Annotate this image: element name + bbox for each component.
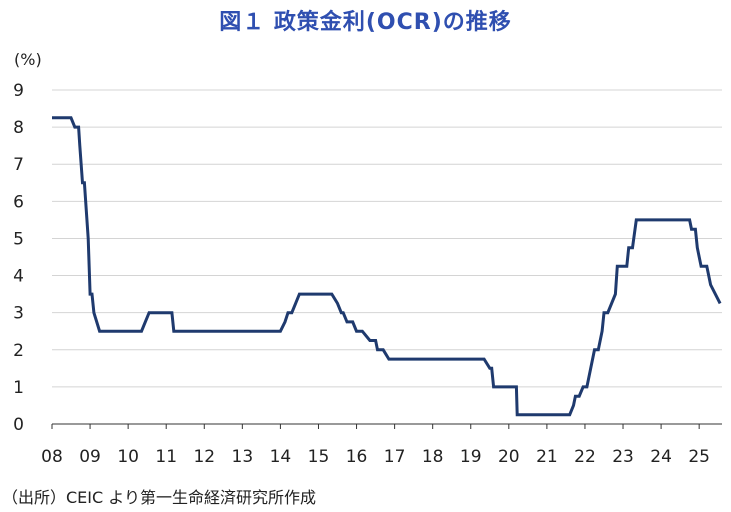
x-tick-label: 18: [422, 447, 444, 467]
x-tick-label: 25: [688, 447, 710, 467]
x-tick-label: 19: [460, 447, 482, 467]
y-tick-label: 5: [13, 229, 24, 249]
y-tick-label: 8: [13, 118, 24, 138]
y-tick-label: 4: [13, 267, 24, 287]
source-note: （出所）CEIC より第一生命経済研究所作成: [2, 488, 316, 507]
x-tick-label: 16: [346, 447, 368, 467]
y-tick-label: 7: [13, 155, 24, 175]
ocr-rate-line: [52, 116, 722, 417]
x-axis: 08 09 10 11 12 13 14 15 16 17 18 19 20 21 22 23 24 25: [41, 423, 722, 467]
x-tick-label: 17: [384, 447, 406, 467]
y-tick-label: 2: [13, 341, 24, 361]
x-tick-label: 20: [498, 447, 520, 467]
y-tick-label: 0: [13, 415, 24, 435]
x-tick-label: 12: [193, 447, 215, 467]
y-tick-label: 1: [13, 378, 24, 398]
y-axis-unit-label: (%): [14, 50, 42, 69]
x-tick-label: 13: [232, 447, 254, 467]
y-axis: 0 1 2 3 4 5 6 7 8 9: [13, 81, 24, 435]
x-tick-label: 14: [270, 447, 292, 467]
x-tick-label: 22: [574, 447, 596, 467]
y-tick-label: 9: [13, 81, 24, 101]
x-tick-label: 08: [41, 447, 63, 467]
x-tick-label: 21: [536, 447, 558, 467]
x-tick-label: 11: [155, 447, 177, 467]
gridlines: [52, 89, 722, 388]
y-tick-label: 3: [13, 304, 24, 324]
x-tick-label: 15: [308, 447, 330, 467]
x-tick-label: 09: [79, 447, 101, 467]
x-tick-label: 10: [117, 447, 139, 467]
y-tick-label: 6: [13, 192, 24, 212]
chart-title: 図１ 政策金利(OCR)の推移: [219, 10, 512, 35]
x-tick-label: 24: [650, 447, 672, 467]
x-tick-label: 23: [612, 447, 634, 467]
